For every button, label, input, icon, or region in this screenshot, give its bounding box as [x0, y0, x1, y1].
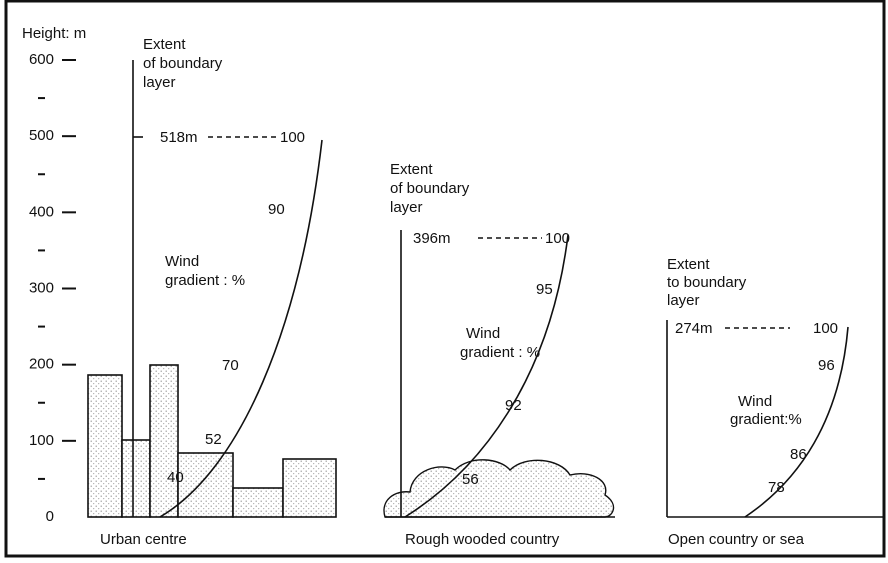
gradient-label: gradient : % — [165, 272, 245, 289]
extent-label: to boundary — [667, 274, 747, 291]
extent-label: layer — [143, 74, 176, 91]
curve-label: 100 — [813, 320, 838, 337]
curve-label: 95 — [536, 281, 553, 298]
y-tick-label: 200 — [29, 356, 54, 373]
gradient-label: Wind — [165, 253, 199, 270]
gradient-label: Wind — [466, 325, 500, 342]
top-label: 396m — [413, 230, 451, 247]
curve-label: 52 — [205, 431, 222, 448]
curve-label: 78 — [768, 479, 785, 496]
y-tick-label: 100 — [29, 432, 54, 449]
caption: Open country or sea — [668, 531, 805, 548]
caption: Urban centre — [100, 531, 187, 548]
y-tick-label: 600 — [29, 51, 54, 68]
extent-label: of boundary — [143, 55, 223, 72]
extent-label: Extent — [390, 161, 433, 178]
top-label: 518m — [160, 129, 198, 146]
extent-label: Extent — [143, 36, 186, 53]
caption: Rough wooded country — [405, 531, 560, 548]
curve-label: 56 — [462, 471, 479, 488]
extent-label: layer — [390, 199, 423, 216]
curve-label: 100 — [545, 230, 570, 247]
top-label: 274m — [675, 320, 713, 337]
y-tick-label: 400 — [29, 203, 54, 220]
y-tick-label: 500 — [29, 127, 54, 144]
curve-label: 90 — [268, 201, 285, 218]
curve-label: 70 — [222, 357, 239, 374]
curve-label: 92 — [505, 397, 522, 414]
extent-label: Extent — [667, 256, 710, 273]
extent-label: layer — [667, 292, 700, 309]
curve-label: 86 — [790, 446, 807, 463]
extent-label: of boundary — [390, 180, 470, 197]
curve-label: 40 — [167, 469, 184, 486]
curve-label: 100 — [280, 129, 305, 146]
y-tick-label: 300 — [29, 279, 54, 296]
gradient-label: gradient:% — [730, 411, 802, 428]
diagram: Height: m 0 100 200 300 400 500 600 Extent of … — [0, 0, 888, 563]
y-tick-label: 0 — [46, 508, 54, 525]
gradient-label: Wind — [738, 393, 772, 410]
gradient-label: gradient : % — [460, 344, 540, 361]
curve-label: 96 — [818, 357, 835, 374]
axis-title: Height: m — [22, 25, 86, 42]
